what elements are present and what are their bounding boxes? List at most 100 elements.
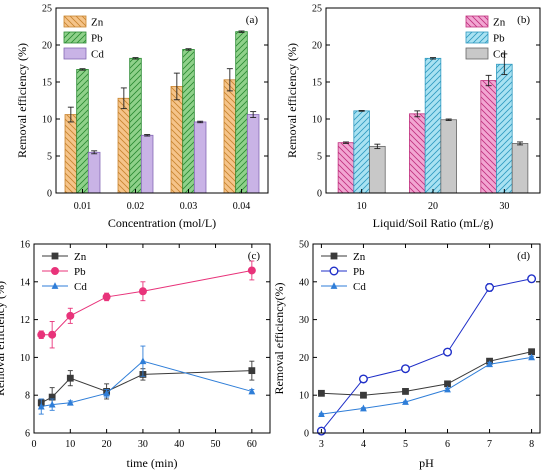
legend-label-pb: Pb [493,33,505,45]
marker-circle [51,267,59,275]
panel-b: 10 20 30 0 5 10 15 20 25 Liquid/Soil Ratio (mL/g)… [285,4,541,230]
bar-pb [353,110,370,194]
panel-d: 3 4 5 6 7 8 0 10 20 30 40 50 pH Removal efficiency(%)… [272,240,541,470]
y-tick-label: 10 [20,353,30,364]
panel-label: (c) [248,250,261,262]
bar-zn [117,97,131,194]
y-axis-label: Removal efficiency (%) [15,43,29,158]
y-tick-label: 0 [304,429,309,440]
panel-label: (b) [517,14,530,26]
marker-square [360,391,367,399]
marker-open-circle [358,374,368,384]
bar-zn [480,80,497,194]
y-tick-label: 5 [317,152,322,163]
x-axis-label: Concentration (mol/L) [108,216,216,230]
legend-label-pb: Pb [91,33,103,45]
legend-label-zn: Zn [74,251,87,263]
legend-swatch-cd [465,47,489,60]
legend-label-cd: Cd [493,49,506,61]
y-tick-label: 20 [312,41,322,52]
y-tick-label: 25 [42,4,52,15]
y-tick-label: 25 [312,4,322,15]
marker-circle [37,330,46,339]
x-tick-label: 40 [174,439,184,450]
marker-triangle [528,353,535,361]
y-tick-label: 10 [299,391,309,402]
plot-frame [55,7,269,194]
marker-triangle [139,357,147,365]
y-tick-label: 0 [317,189,322,200]
y-tick-label: 12 [20,315,30,326]
marker-triangle [318,410,325,417]
x-tick-label: 0.02 [127,201,145,212]
legend-label-zn: Zn [493,17,506,29]
panel-a: 0.01 0.02 0.03 0.04 0 5 10 15 20 25 Concentration … [15,4,269,230]
bar-zn [223,79,237,194]
bar-zn [64,114,78,194]
plot-frame [33,243,271,434]
x-tick-label: 0 [32,439,37,450]
bar-cd [140,134,154,194]
marker-triangle [248,387,256,395]
bar-pb [182,49,195,194]
marker-open-circle [329,266,339,276]
marker-circle [247,266,256,275]
y-tick-label: 6 [25,429,30,440]
legend-label-pb: Pb [74,266,86,278]
marker-open-circle [485,282,495,292]
x-tick-label: 20 [428,201,438,212]
y-tick-label: 20 [42,41,52,52]
x-axis-label: pH [419,456,434,470]
bar-cd [193,121,207,194]
legend-swatch-cd [63,47,87,60]
legend-swatch-zn [465,15,489,28]
x-tick-label: 30 [138,439,148,450]
x-tick-label: 0.04 [233,201,251,212]
x-tick-label: 30 [499,201,509,212]
y-tick-label: 15 [312,78,322,89]
legend-swatch-pb [63,31,87,44]
y-tick-label: 10 [312,115,322,126]
x-tick-label: 5 [403,439,408,450]
y-axis-label: Removal efficiency (%) [0,281,7,396]
y-tick-label: 5 [47,152,52,163]
plot-frame [325,7,541,194]
marker-circle [138,287,147,296]
y-tick-label: 14 [20,277,30,288]
marker-triangle [37,402,45,410]
legend-label-cd: Cd [91,49,104,61]
x-tick-label: 3 [319,439,324,450]
bar-pb [496,63,513,194]
bar-pb [235,31,248,194]
legend-swatch-pb [465,31,489,44]
marker-square [444,380,451,388]
bar-zn [170,86,184,194]
bar-pb [424,57,442,194]
marker-circle [66,311,75,320]
legend-label-zn: Zn [91,17,104,29]
x-axis-label: time (min) [127,456,178,470]
series-line-pb [321,278,532,432]
bar-zn [337,142,355,194]
marker-triangle [486,360,493,368]
x-tick-label: 7 [487,439,492,450]
x-tick-label: 8 [529,439,534,450]
x-tick-label: 50 [211,439,221,450]
x-tick-label: 0.03 [180,201,198,212]
x-tick-label: 20 [102,439,112,450]
marker-square [318,389,325,397]
marker-triangle [444,385,451,393]
x-tick-label: 0.01 [74,201,92,212]
y-tick-label: 10 [42,115,52,126]
marker-triangle [66,398,74,406]
bar-zn [409,113,426,194]
plot-frame [312,243,541,434]
y-tick-label: 0 [47,189,52,200]
legend-label-cd: Cd [353,281,366,293]
y-axis-label: Removal efficiency (%) [285,43,299,158]
marker-triangle [103,389,111,397]
y-tick-label: 15 [42,78,52,89]
bar-pb [129,57,142,194]
y-tick-label: 20 [299,353,309,364]
